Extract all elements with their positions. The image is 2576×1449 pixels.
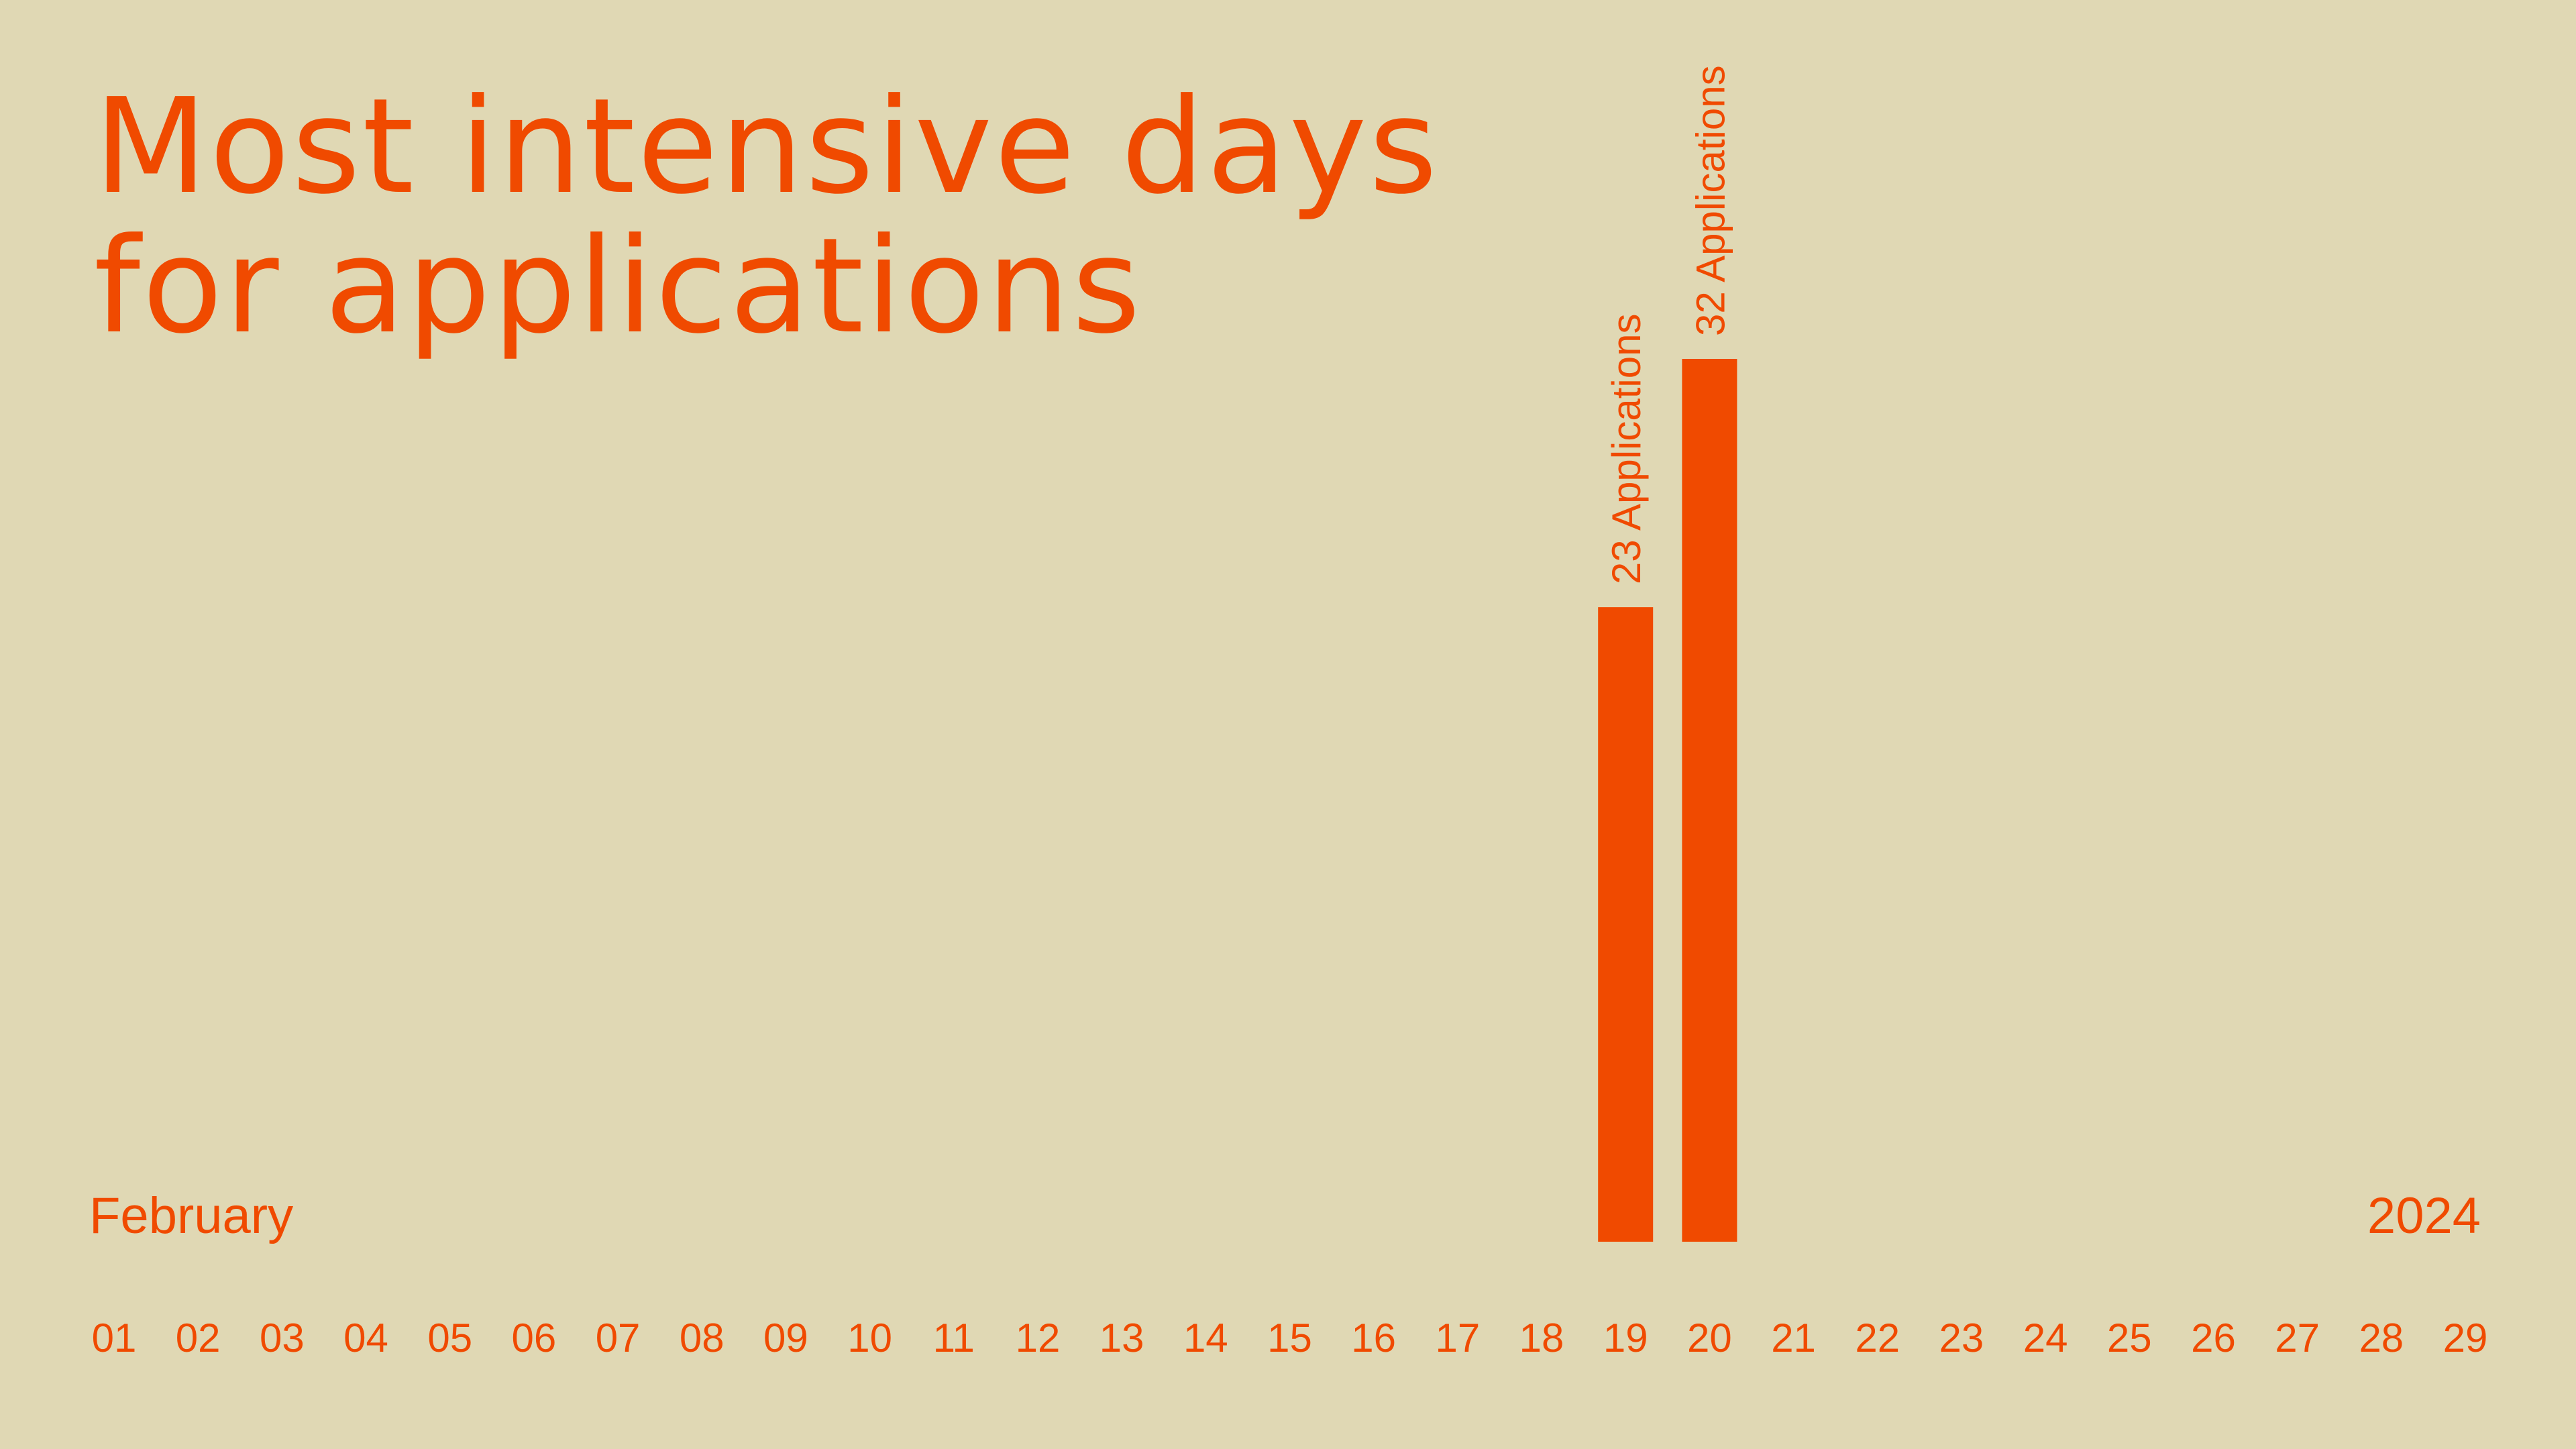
chart-title: Most intensive days for applications xyxy=(94,77,1440,356)
x-tick-label-11: 11 xyxy=(933,1316,975,1360)
x-tick-label-20: 20 xyxy=(1687,1316,1732,1360)
x-tick-label-14: 14 xyxy=(1183,1316,1228,1360)
year-label: 2024 xyxy=(2367,1187,2481,1244)
x-tick-label-08: 08 xyxy=(680,1316,724,1360)
x-tick-label-05: 05 xyxy=(427,1316,472,1360)
month-label: February xyxy=(89,1187,294,1244)
x-tick-label-25: 25 xyxy=(2107,1316,2152,1360)
bar-day-19 xyxy=(1598,607,1654,1242)
x-tick-label-13: 13 xyxy=(1099,1316,1144,1360)
x-tick-label-06: 06 xyxy=(512,1316,557,1360)
x-tick-label-24: 24 xyxy=(2023,1316,2068,1360)
x-tick-label-12: 12 xyxy=(1016,1316,1061,1360)
x-tick-label-10: 10 xyxy=(847,1316,892,1360)
x-tick-label-26: 26 xyxy=(2191,1316,2236,1360)
x-tick-label-17: 17 xyxy=(1435,1316,1480,1360)
chart-title-line-1: Most intensive days xyxy=(94,70,1440,223)
x-tick-label-22: 22 xyxy=(1855,1316,1900,1360)
data-label-day-20: 32 Applications xyxy=(1688,65,1733,336)
x-tick-label-03: 03 xyxy=(260,1316,305,1360)
x-tick-label-16: 16 xyxy=(1351,1316,1396,1360)
x-tick-label-01: 01 xyxy=(92,1316,137,1360)
x-tick-label-23: 23 xyxy=(1939,1316,1984,1360)
x-tick-label-21: 21 xyxy=(1771,1316,1816,1360)
x-tick-label-07: 07 xyxy=(596,1316,641,1360)
x-tick-label-29: 29 xyxy=(2443,1316,2488,1360)
x-tick-label-19: 19 xyxy=(1603,1316,1648,1360)
x-tick-label-04: 04 xyxy=(343,1316,388,1360)
x-tick-label-27: 27 xyxy=(2275,1316,2320,1360)
chart-title-line-2: for applications xyxy=(94,210,1143,363)
data-label-day-19: 23 Applications xyxy=(1604,314,1649,585)
x-tick-label-15: 15 xyxy=(1267,1316,1312,1360)
x-tick-label-02: 02 xyxy=(176,1316,221,1360)
bar-day-20 xyxy=(1682,359,1737,1242)
x-tick-label-28: 28 xyxy=(2359,1316,2404,1360)
x-tick-label-09: 09 xyxy=(763,1316,808,1360)
x-tick-label-18: 18 xyxy=(1519,1316,1564,1360)
